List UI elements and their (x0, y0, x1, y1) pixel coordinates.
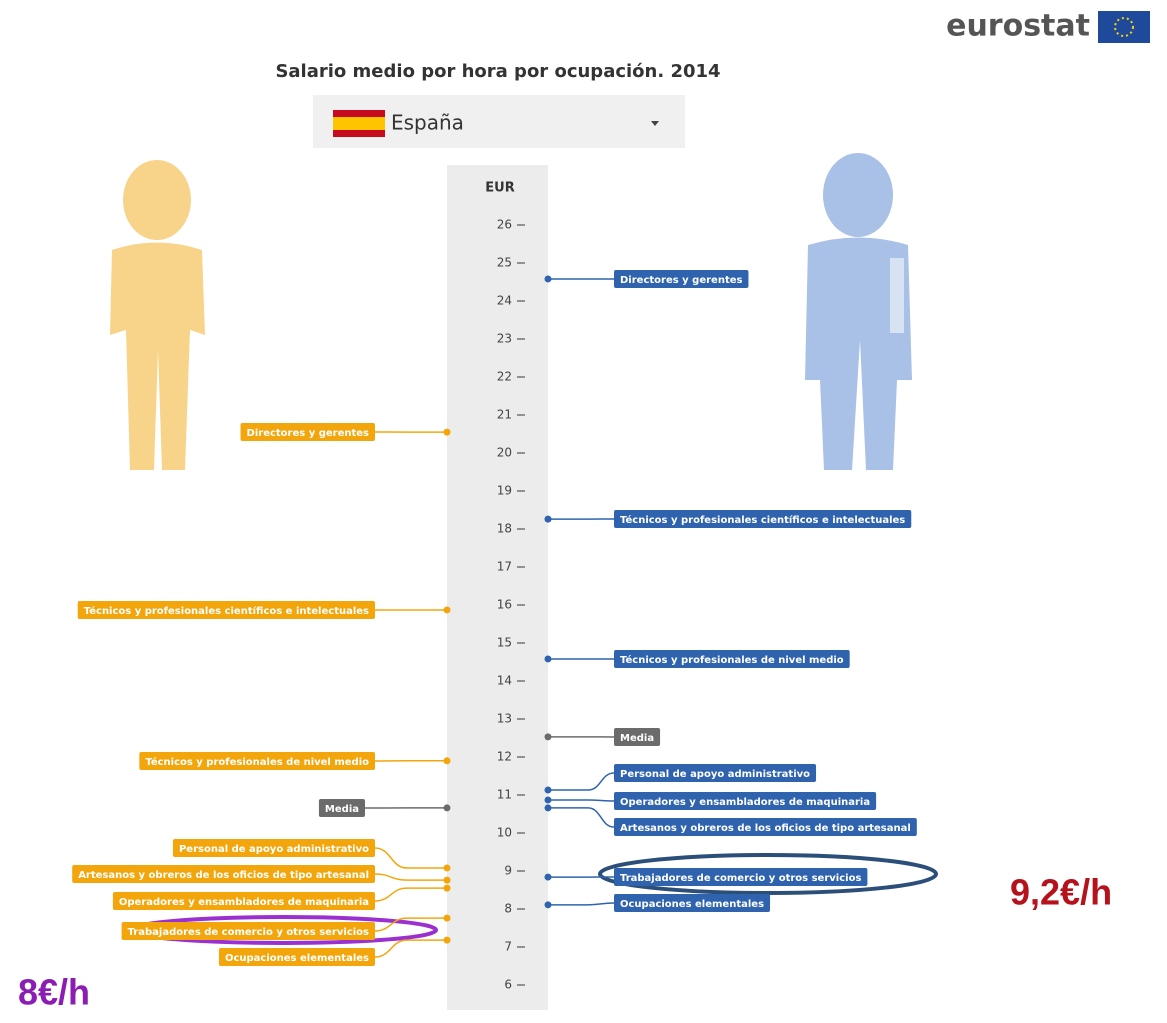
category-label: Técnicos y profesionales de nivel medio (145, 756, 369, 768)
label-box (112, 892, 375, 910)
category-label: Artesanos y obreros de los oficios de ti… (620, 823, 911, 834)
label-box (139, 752, 375, 770)
category-label: Artesanos y obreros de los oficios de ti… (78, 870, 369, 881)
dot (443, 936, 451, 944)
category-label: Técnicos y profesionales científicos e i… (84, 605, 369, 617)
y-tick-label: 25 (497, 256, 512, 270)
annotation: 9,2€/h (1010, 872, 1112, 913)
connector (548, 807, 615, 828)
axis-band (447, 165, 548, 1010)
y-tick-label: 16 (497, 598, 512, 612)
label-box (614, 650, 850, 668)
dot (544, 515, 552, 523)
y-tick-label: 18 (497, 522, 512, 536)
highlight-ellipse (598, 853, 938, 895)
label-box (614, 728, 661, 746)
dot (544, 804, 552, 812)
connector (548, 799, 615, 802)
label-box (614, 792, 877, 810)
y-tick-label: 26 (497, 218, 512, 232)
man-silhouette (805, 153, 912, 470)
caret (651, 121, 659, 126)
dot (443, 884, 451, 892)
connector (374, 917, 447, 932)
category-label: Personal de apoyo administrativo (179, 844, 369, 855)
dot (443, 914, 451, 922)
axis-title: EUR (485, 181, 514, 196)
y-tick-label: 6 (504, 978, 512, 992)
connector (374, 873, 447, 881)
dot (443, 864, 451, 872)
y-tick-label: 12 (497, 750, 512, 764)
label-box (614, 764, 817, 782)
logo: eurostat (946, 9, 1090, 44)
category-label: Ocupaciones elementales (620, 899, 764, 910)
chart-title: Salario medio por hora por ocupación. 20… (275, 61, 720, 82)
y-tick-label: 21 (497, 408, 512, 422)
connector (548, 772, 615, 791)
connector (548, 902, 615, 906)
connector (374, 847, 447, 869)
connector (374, 887, 447, 902)
y-tick-label: 17 (497, 560, 512, 574)
category-label: Técnicos y profesionales de nivel medio (620, 654, 844, 666)
category-label: Media (325, 804, 359, 815)
category-label: Técnicos y profesionales científicos e i… (620, 514, 905, 526)
label-box (614, 818, 917, 836)
category-label: Media (620, 733, 654, 744)
y-tick-label: 15 (497, 636, 512, 650)
label-box (77, 601, 375, 619)
dot (443, 428, 451, 436)
category-label: Directores y gerentes (247, 428, 370, 439)
y-tick-label: 19 (497, 484, 512, 498)
dot (443, 876, 451, 884)
annotation: 8€/h (18, 972, 90, 1013)
dot (443, 804, 451, 812)
y-tick-label: 14 (497, 674, 512, 688)
y-tick-label: 8 (504, 902, 512, 916)
category-label: Personal de apoyo administrativo (620, 769, 810, 780)
category-label: Trabajadores de comercio y otros servici… (620, 873, 861, 884)
y-tick-label: 22 (497, 370, 512, 384)
label-box (218, 948, 375, 966)
label-box (121, 922, 375, 940)
country: España (391, 111, 464, 135)
label-box (318, 799, 365, 817)
label-box (614, 868, 868, 886)
category-label: Operadores y ensambladores de maquinaria (119, 897, 369, 908)
dot (544, 275, 552, 283)
dot (544, 873, 552, 881)
y-tick-label: 11 (497, 788, 512, 802)
dot (544, 655, 552, 663)
dot (544, 901, 552, 909)
y-tick-label: 20 (497, 446, 512, 460)
dot (544, 786, 552, 794)
dot (544, 733, 552, 741)
category-label: Directores y gerentes (620, 275, 743, 286)
eu-flag (1098, 11, 1150, 43)
woman-silhouette (110, 160, 205, 470)
category-label: Trabajadores de comercio y otros servici… (128, 927, 369, 938)
y-tick-label: 23 (497, 332, 512, 346)
y-tick-label: 10 (497, 826, 512, 840)
y-tick-label: 24 (497, 294, 512, 308)
eu-stars (1114, 17, 1134, 37)
category-label: Operadores y ensambladores de maquinaria (620, 797, 870, 808)
label-box (614, 894, 771, 912)
y-tick-label: 7 (504, 940, 512, 954)
flag-stripe (333, 117, 385, 130)
category-label: Ocupaciones elementales (225, 953, 369, 964)
dot (443, 606, 451, 614)
dot (544, 796, 552, 804)
label-box (240, 423, 375, 441)
label-box (614, 270, 749, 288)
label-box (72, 865, 375, 883)
y-tick-label: 13 (497, 712, 512, 726)
y-tick-label: 9 (504, 864, 512, 878)
label-box (172, 839, 375, 857)
dot (443, 757, 451, 765)
connector (374, 939, 447, 958)
label-box (614, 510, 912, 528)
